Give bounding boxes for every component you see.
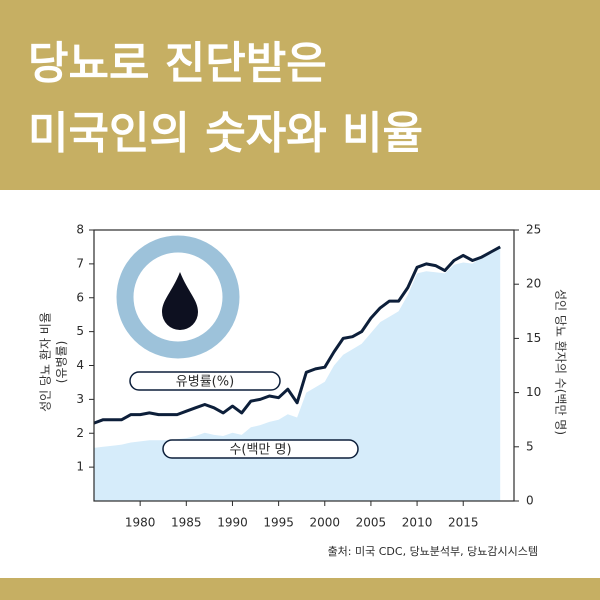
y-tick-label: 1 xyxy=(76,460,84,474)
y-tick-label: 4 xyxy=(76,358,84,372)
y2-tick-label: 20 xyxy=(526,277,541,291)
y2-tick-label: 25 xyxy=(526,223,541,237)
icon-drop xyxy=(162,272,198,330)
y-tick-label: 3 xyxy=(76,392,84,406)
y2-tick-label: 0 xyxy=(526,494,534,508)
y-tick-label: 2 xyxy=(76,426,84,440)
annotation-label: 수(백만 명) xyxy=(229,443,291,458)
x-tick-label: 2010 xyxy=(402,516,433,530)
x-tick-label: 2005 xyxy=(356,516,387,530)
y-tick-label: 6 xyxy=(76,290,84,304)
title-line: 미국인의 숫자와 비율 xyxy=(28,108,423,159)
x-tick-label: 1995 xyxy=(263,516,294,530)
y2-tick-label: 15 xyxy=(526,331,541,345)
area xyxy=(94,246,501,501)
y-tick-label: 7 xyxy=(76,256,84,270)
annotation-box xyxy=(129,371,281,391)
footer-band xyxy=(0,578,600,600)
y-axis-label: (유병률) xyxy=(55,341,69,383)
plot: 유병률(%) 수(백만 명) 1 2 3 4 5 6 7 8 0 5 10 15 20 25 1980 1985 1… xyxy=(76,223,541,530)
annotation-label: 유병률(%) xyxy=(176,375,234,390)
y-tick-label: 8 xyxy=(76,223,84,237)
source: 출처: 미국 CDC, 당뇨분석부, 당뇨감시시스템 xyxy=(328,545,538,558)
y2-tick-label: 5 xyxy=(526,439,534,453)
x-tick-label: 1980 xyxy=(125,516,156,530)
x-tick-label: 2015 xyxy=(448,516,479,530)
x-tick-label: 1990 xyxy=(217,516,248,530)
x-tick-label: 1985 xyxy=(171,516,202,530)
y2-tick-label: 10 xyxy=(526,385,541,399)
y-tick-label: 5 xyxy=(76,324,84,338)
annotation-box xyxy=(162,439,359,459)
y2-axis-label: 성인 당뇨 환자의 수(백만 명) xyxy=(554,289,568,435)
line xyxy=(93,245,501,425)
header-band xyxy=(0,0,600,190)
x-tick-label: 2000 xyxy=(309,516,340,530)
y-axis-label: 성인 당뇨 환자 비율 xyxy=(39,312,53,412)
title-line: 당뇨로 진단받은 xyxy=(28,38,327,89)
